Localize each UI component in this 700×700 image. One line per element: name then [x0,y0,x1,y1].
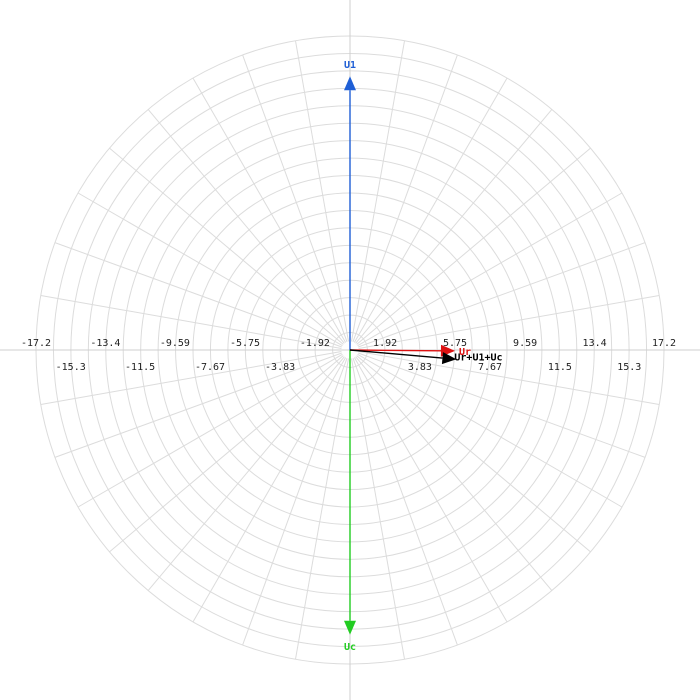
phasor-u1-label: U1 [344,60,356,71]
upper-tick-label: 1.92 [373,338,397,349]
grid-spoke [40,351,342,406]
phasor-uc: Uc [344,350,356,653]
phasor-uc-arrowhead [344,620,356,635]
phasor-ur-u1-uc-line [349,349,443,359]
grid-spoke [147,356,345,591]
grid-spoke [355,356,553,591]
upper-tick-label: -17.2 [21,338,51,349]
grid-spoke [356,147,591,345]
grid-spoke [109,147,344,345]
grid-spoke [353,357,508,623]
grid-spoke [242,54,348,342]
grid-spoke [77,353,343,508]
upper-tick-label: 5.75 [443,338,467,349]
grid-spoke [242,358,348,646]
grid-spoke [192,77,347,343]
grid-spoke [192,357,347,623]
lower-tick-label: 15.3 [617,362,641,373]
grid-spoke [77,192,343,347]
grid-spoke [352,54,458,342]
grid-spoke [54,242,342,348]
grid-spoke [147,109,345,344]
grid-spoke [352,358,458,646]
lower-tick-label: 11.5 [548,362,572,373]
lower-tick-label: -11.5 [125,362,155,373]
grid-spoke [357,192,623,347]
grid-spoke [351,40,406,342]
grid-spoke [109,355,344,553]
upper-tick-label: 13.4 [583,338,607,349]
grid-spoke [358,294,660,349]
phasor-u1-arrowhead [344,76,356,91]
grid-spoke [355,109,553,344]
lower-tick-label: -15.3 [56,362,86,373]
grid-spoke [294,40,349,342]
upper-tick-label: -13.4 [90,338,120,349]
grid-spoke [353,77,508,343]
grid-spoke [54,352,342,458]
lower-tick-label: -7.67 [195,362,225,373]
grid-spoke [351,358,406,660]
phasor-uc-label: Uc [344,642,356,653]
grid-spoke [357,353,623,508]
grid-spoke [358,351,660,406]
grid-spoke [356,355,591,553]
upper-tick-label: -1.92 [300,338,330,349]
upper-tick-label: -9.59 [160,338,190,349]
upper-tick-label: 9.59 [513,338,537,349]
grid-spoke [294,358,349,660]
grid-spoke [40,294,342,349]
lower-tick-label: -3.83 [265,362,295,373]
phasor-u1: U1 [344,60,356,350]
grid-spoke [358,242,646,348]
upper-tick-label: 17.2 [652,338,676,349]
phasor-ur-u1-uc: Ur+U1+Uc [349,349,503,365]
lower-tick-label: 3.83 [408,362,432,373]
lower-tick-label: 7.67 [478,362,502,373]
phasor-ur-label: Ur [459,347,471,358]
phasor-ur-line [349,349,442,352]
axis-tick-labels: -17.2 -13.4 -9.59 -5.75 -1.92 1.92 5.75 9.59 13.… [21,338,676,373]
upper-tick-label: -5.75 [230,338,260,349]
phasor-ur-u1-uc-arrowhead [441,352,457,365]
phasor-ur-u1-uc-label: Ur+U1+Uc [454,352,502,363]
grid-spoke [358,352,646,458]
